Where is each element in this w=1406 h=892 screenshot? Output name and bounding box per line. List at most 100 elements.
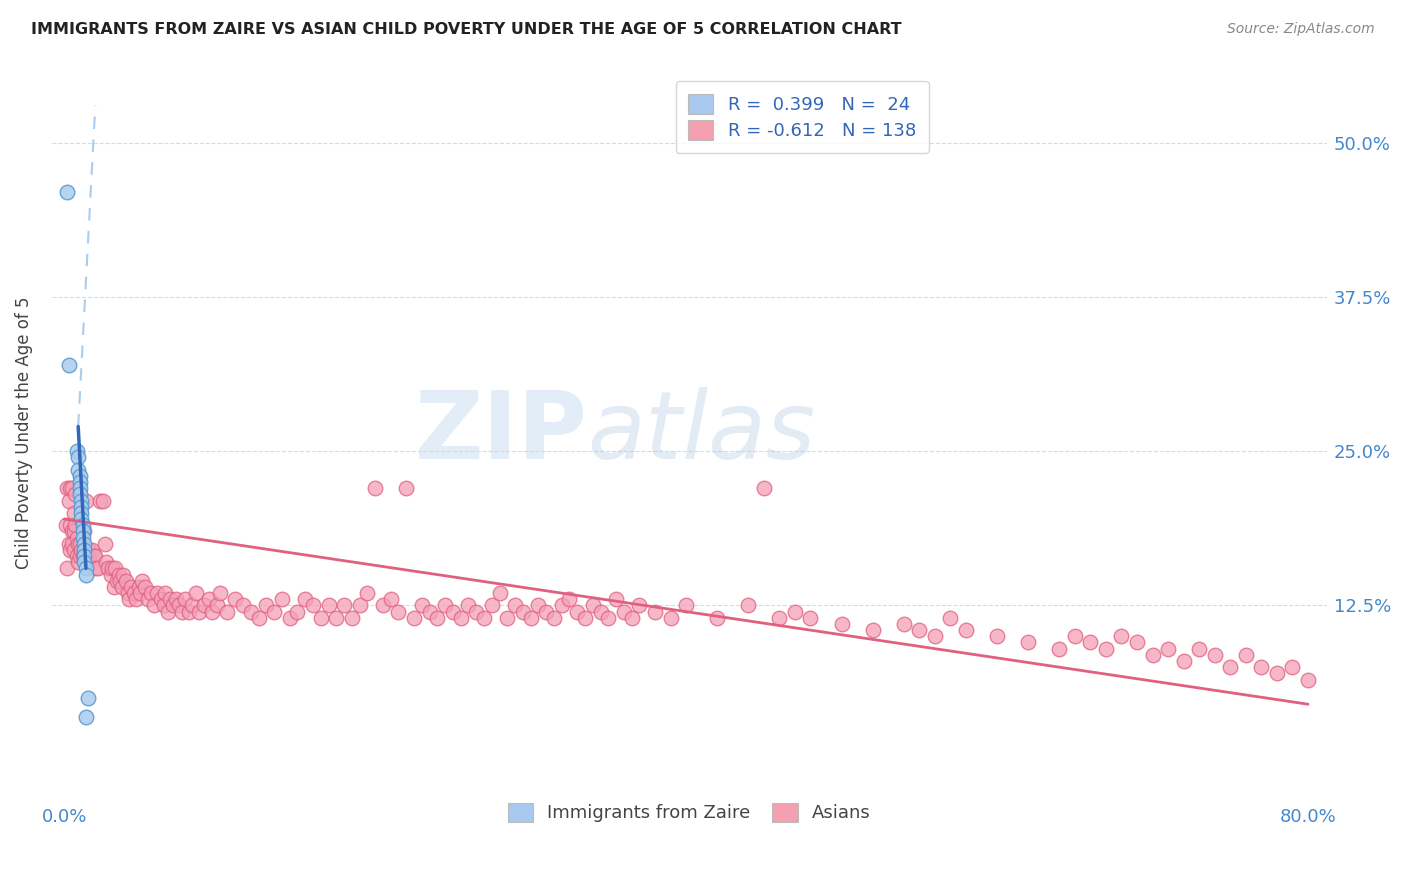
Point: [65, 549, 87, 563]
Point: [67, 537, 90, 551]
Point: [69, 537, 91, 551]
Point: [512, 605, 534, 619]
Point: [605, 592, 627, 607]
Point: [73, 524, 96, 539]
Point: [89, 493, 111, 508]
Point: [136, 592, 159, 607]
Point: [387, 605, 409, 619]
Point: [1142, 648, 1164, 662]
Point: [56, 481, 79, 495]
Point: [893, 617, 915, 632]
Point: [69, 475, 91, 489]
Point: [63, 518, 86, 533]
Point: [84, 561, 107, 575]
Point: [112, 567, 135, 582]
Point: [157, 605, 180, 619]
Point: [644, 605, 666, 619]
Point: [72, 524, 94, 539]
Point: [737, 599, 759, 613]
Point: [56, 185, 79, 199]
Point: [107, 567, 129, 582]
Point: [356, 586, 378, 600]
Point: [628, 599, 651, 613]
Point: [128, 580, 150, 594]
Point: [105, 574, 128, 588]
Point: [75, 493, 97, 508]
Point: [1157, 641, 1180, 656]
Point: [69, 549, 91, 563]
Point: [659, 611, 682, 625]
Point: [186, 586, 208, 600]
Point: [103, 580, 125, 594]
Point: [472, 611, 495, 625]
Point: [77, 542, 100, 557]
Point: [62, 506, 84, 520]
Point: [340, 611, 363, 625]
Point: [83, 549, 105, 563]
Point: [325, 611, 347, 625]
Point: [70, 506, 93, 520]
Point: [481, 599, 503, 613]
Point: [100, 567, 122, 582]
Point: [75, 567, 97, 582]
Point: [465, 605, 488, 619]
Point: [67, 555, 90, 569]
Point: [551, 599, 574, 613]
Point: [768, 611, 790, 625]
Point: [434, 599, 457, 613]
Point: [503, 599, 526, 613]
Point: [1234, 648, 1257, 662]
Point: [254, 599, 277, 613]
Point: [924, 629, 946, 643]
Point: [155, 586, 177, 600]
Point: [67, 450, 90, 465]
Point: [1204, 648, 1226, 662]
Point: [69, 481, 91, 495]
Point: [986, 629, 1008, 643]
Point: [1296, 673, 1319, 687]
Point: [1078, 635, 1101, 649]
Point: [197, 592, 219, 607]
Point: [309, 611, 332, 625]
Point: [59, 542, 82, 557]
Point: [96, 555, 118, 569]
Point: [402, 611, 425, 625]
Point: [278, 611, 301, 625]
Point: [59, 518, 82, 533]
Point: [411, 599, 433, 613]
Point: [69, 468, 91, 483]
Point: [270, 592, 292, 607]
Legend: Immigrants from Zaire, Asians: Immigrants from Zaire, Asians: [495, 790, 883, 835]
Point: [162, 599, 184, 613]
Point: [675, 599, 697, 613]
Point: [120, 580, 142, 594]
Point: [58, 493, 80, 508]
Point: [180, 599, 202, 613]
Point: [84, 549, 107, 563]
Point: [519, 611, 541, 625]
Point: [239, 605, 262, 619]
Point: [104, 561, 127, 575]
Point: [70, 542, 93, 557]
Point: [87, 561, 110, 575]
Point: [783, 605, 806, 619]
Point: [72, 518, 94, 533]
Point: [101, 561, 124, 575]
Point: [862, 623, 884, 637]
Point: [69, 487, 91, 501]
Point: [91, 493, 114, 508]
Point: [527, 599, 550, 613]
Point: [131, 574, 153, 588]
Point: [146, 586, 169, 600]
Point: [70, 493, 93, 508]
Point: [457, 599, 479, 613]
Point: [1188, 641, 1211, 656]
Point: [620, 611, 643, 625]
Point: [62, 542, 84, 557]
Point: [174, 592, 197, 607]
Text: atlas: atlas: [588, 387, 815, 478]
Point: [318, 599, 340, 613]
Point: [75, 709, 97, 723]
Point: [496, 611, 519, 625]
Point: [70, 512, 93, 526]
